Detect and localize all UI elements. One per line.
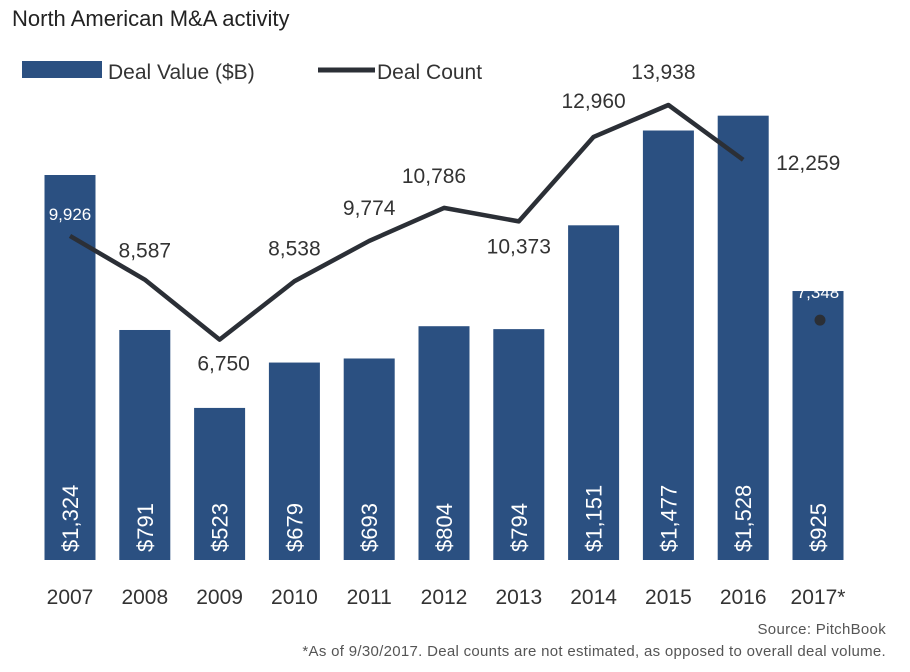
bar-value-label: $693: [357, 503, 382, 552]
x-tick-label: 2013: [495, 586, 542, 609]
deal-count-point-2017: [814, 314, 826, 326]
bar-value-label: $804: [432, 503, 457, 552]
bar-2013: [493, 329, 545, 560]
legend-swatch-deal-value: [22, 61, 102, 78]
bar-value-label: $791: [133, 503, 158, 552]
legend-label-deal-value: Deal Value ($B): [108, 61, 255, 84]
count-label: 12,960: [561, 90, 625, 113]
bar-value-label: $1,477: [656, 485, 681, 552]
bar-2015: [642, 130, 694, 560]
count-label: 8,587: [119, 240, 172, 263]
legend: Deal Value ($B) Deal Count: [22, 61, 482, 84]
bar-value-label: $925: [806, 503, 831, 552]
bar-2016: [717, 115, 769, 561]
bars-group: $1,324 $791 $523 $679 $693 $804 $794 $1,151 $1,4…: [44, 115, 844, 561]
x-tick-label: 2011: [347, 586, 392, 609]
count-label: 9,774: [343, 197, 396, 220]
x-tick-label: 2016: [720, 586, 767, 609]
bar-value-label: $523: [208, 503, 233, 552]
bar-2012: [418, 326, 470, 560]
x-tick-label: 2007: [47, 586, 94, 609]
x-tick-label: 2010: [271, 586, 318, 609]
footnote: *As of 9/30/2017. Deal counts are not es…: [302, 643, 886, 660]
count-label: 9,926: [49, 205, 92, 224]
count-label: 12,259: [776, 152, 840, 175]
bar-2008: [119, 329, 171, 560]
x-tick-label: 2015: [645, 586, 692, 609]
bar-2009: [194, 407, 246, 560]
bar-2011: [343, 358, 395, 560]
x-axis: 2007 2008 2009 2010 2011 2012 2013 2014 2015 2016…: [47, 586, 846, 609]
bar-2014: [568, 225, 620, 560]
count-label: 7,348: [797, 283, 840, 302]
bar-2017: [792, 291, 844, 560]
bar-2007: [44, 175, 96, 560]
x-tick-label: 2017*: [791, 586, 846, 609]
bar-value-label: $794: [507, 503, 532, 552]
x-tick-label: 2014: [570, 586, 617, 609]
deal-count-line: [68, 102, 745, 342]
bar-value-label: $1,151: [582, 485, 607, 552]
count-label: 6,750: [197, 353, 250, 376]
bar-value-label: $1,528: [731, 485, 756, 552]
source-note: Source: PitchBook: [758, 621, 887, 638]
x-tick-label: 2009: [196, 586, 243, 609]
legend-label-deal-count: Deal Count: [377, 61, 482, 84]
chart-title: North American M&A activity: [12, 6, 290, 31]
count-label: 8,538: [268, 237, 321, 260]
x-tick-label: 2012: [421, 586, 468, 609]
bar-value-label: $1,324: [58, 485, 83, 552]
count-label: 10,373: [487, 235, 551, 258]
count-label: 13,938: [631, 61, 695, 84]
bar-value-label: $679: [282, 503, 307, 552]
bar-2010: [268, 362, 320, 560]
x-tick-label: 2008: [121, 586, 168, 609]
line-group: 9,926 8,587 6,750 8,538 9,774 10,786 10,373 12,…: [49, 61, 841, 376]
count-label: 10,786: [402, 165, 466, 188]
